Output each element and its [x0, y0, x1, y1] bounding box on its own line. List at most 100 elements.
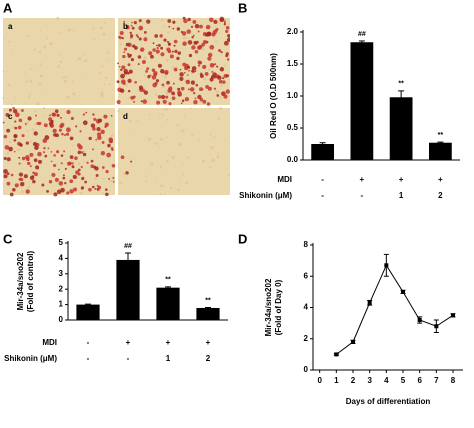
lipid-droplet — [49, 114, 51, 117]
texture — [83, 53, 86, 56]
texture — [210, 145, 214, 150]
texture — [100, 91, 104, 95]
lipid-droplet — [92, 113, 95, 116]
lipid-droplet — [6, 128, 11, 133]
lipid-droplet — [56, 150, 60, 154]
lipid-droplet — [142, 99, 148, 104]
texture — [176, 188, 180, 192]
y-tick-label: 1.5 — [287, 59, 299, 68]
lipid-droplet — [183, 18, 188, 24]
lipid-droplet — [46, 190, 49, 193]
texture — [102, 178, 105, 180]
lipid-droplet — [184, 97, 190, 102]
lipid-droplet — [107, 143, 111, 148]
texture — [148, 113, 151, 116]
texture — [31, 128, 35, 131]
lipid-droplet — [37, 151, 42, 157]
lipid-droplet — [172, 82, 175, 85]
texture — [217, 117, 220, 121]
lipid-droplet — [199, 24, 203, 29]
lipid-droplet — [174, 49, 178, 53]
y-tick-label: 3 — [59, 269, 64, 278]
texture — [159, 193, 162, 196]
texture — [191, 134, 194, 137]
lipid-droplet — [153, 72, 157, 77]
texture — [101, 65, 104, 68]
lipid-droplet — [118, 65, 121, 68]
lipid-droplet — [191, 69, 194, 73]
lipid-droplet — [112, 176, 115, 179]
lipid-droplet — [27, 116, 32, 121]
lipid-droplet — [225, 74, 229, 78]
row-value: + — [206, 338, 211, 347]
lipid-droplet — [130, 54, 132, 56]
texture — [72, 92, 76, 96]
lipid-droplet — [18, 172, 24, 177]
lipid-droplet — [184, 66, 189, 71]
lipid-droplet — [82, 152, 87, 157]
texture — [136, 23, 138, 26]
texture — [166, 31, 170, 34]
texture — [94, 176, 98, 180]
texture — [42, 114, 44, 117]
lipid-droplet — [75, 125, 78, 128]
texture — [21, 190, 25, 193]
texture — [134, 133, 137, 135]
bar — [76, 304, 100, 320]
lipid-droplet — [110, 114, 113, 117]
texture — [217, 32, 220, 34]
texture — [28, 93, 31, 96]
lipid-droplet — [169, 54, 174, 59]
bar — [116, 259, 140, 320]
lipid-droplet — [186, 79, 189, 82]
lipid-droplet — [143, 37, 148, 42]
texture — [56, 16, 60, 20]
texture — [7, 83, 11, 87]
lipid-droplet — [211, 70, 214, 73]
row-value: + — [126, 338, 131, 347]
texture — [128, 119, 132, 123]
lipid-droplet — [188, 69, 190, 72]
texture — [165, 51, 168, 54]
y-tick-label: 2 — [59, 284, 64, 293]
texture — [109, 179, 112, 183]
lipid-droplet — [41, 183, 45, 187]
texture — [220, 84, 223, 88]
texture — [73, 97, 75, 99]
lipid-droplet — [127, 63, 131, 67]
bar — [389, 97, 413, 160]
texture — [110, 134, 114, 137]
marker — [434, 324, 439, 329]
lipid-droplet — [123, 68, 128, 74]
lipid-droplet — [222, 77, 225, 80]
texture — [103, 21, 106, 24]
x-axis-label: Days of differentiation — [346, 397, 431, 406]
lipid-droplet — [226, 37, 230, 43]
lipid-droplet — [71, 165, 75, 169]
texture — [108, 59, 110, 61]
y-tick-label: 0 — [304, 365, 309, 374]
lipid-droplet — [177, 87, 181, 91]
lipid-droplet — [186, 74, 189, 76]
texture — [161, 18, 164, 22]
lipid-droplet — [193, 91, 196, 95]
bar — [311, 144, 335, 160]
bar — [156, 287, 180, 320]
lipid-droplet — [199, 97, 204, 102]
texture — [93, 38, 96, 41]
lipid-droplet — [182, 62, 187, 67]
lipid-droplet — [176, 56, 180, 61]
texture — [166, 160, 169, 163]
lipid-droplet — [182, 41, 187, 46]
lipid-droplet — [23, 174, 28, 179]
row-label: MDI — [42, 338, 57, 347]
texture — [171, 155, 175, 159]
texture — [158, 113, 161, 116]
lipid-droplet — [156, 46, 159, 50]
lipid-droplet — [105, 169, 109, 174]
lipid-droplet — [111, 164, 116, 168]
texture — [84, 59, 88, 62]
texture — [82, 60, 84, 62]
lipid-droplet — [173, 44, 176, 47]
